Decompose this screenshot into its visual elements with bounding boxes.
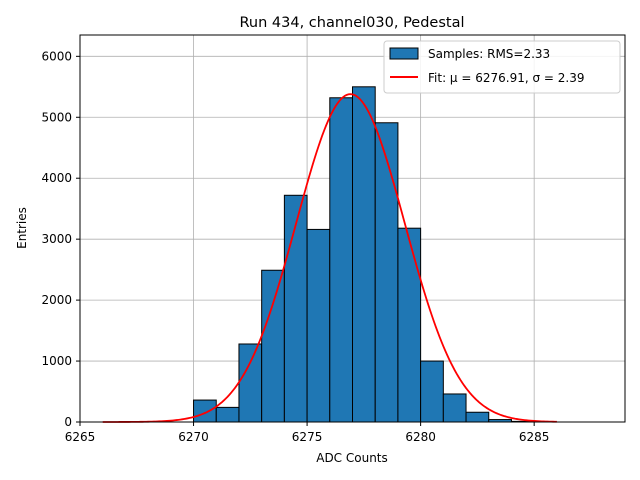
- x-axis-label: ADC Counts: [316, 451, 388, 465]
- y-tick-label: 5000: [41, 110, 72, 124]
- histogram-bar: [306, 228, 331, 423]
- histogram-bar: [420, 360, 444, 423]
- y-tick-label: 0: [64, 415, 72, 429]
- histogram-bar: [329, 97, 353, 423]
- histogram-bar: [465, 411, 490, 423]
- legend-label-samples: Samples: RMS=2.33: [428, 47, 550, 61]
- chart-title: Run 434, channel030, Pedestal: [239, 15, 464, 31]
- y-tick-label: 4000: [41, 171, 72, 185]
- x-tick-label: 6270: [178, 430, 209, 444]
- legend-swatch-samples: [389, 47, 419, 60]
- legend-label-fit: Fit: μ = 6276.91, σ = 2.39: [428, 71, 585, 85]
- fit-curve-layer: [102, 93, 557, 423]
- y-tick-label: 2000: [41, 293, 72, 307]
- histogram-bar: [283, 194, 308, 423]
- x-tick-label: 6275: [292, 430, 323, 444]
- histogram-bar: [352, 86, 376, 423]
- plot-frame: [79, 34, 626, 423]
- y-tick-label: 6000: [41, 49, 72, 63]
- histogram-bar: [374, 122, 399, 423]
- fit-curve: [102, 93, 557, 423]
- x-axis-ticks: 6265 6270 6275 6280 6285: [65, 422, 550, 444]
- x-tick-label: 6285: [519, 430, 550, 444]
- legend: Samples: RMS=2.33 Fit: μ = 6276.91, σ = …: [383, 40, 621, 94]
- y-axis-label: Entries: [15, 207, 29, 249]
- legend-box: [383, 40, 621, 94]
- histogram-bar: [215, 406, 240, 423]
- histogram-bar: [397, 227, 422, 423]
- y-tick-label: 3000: [41, 232, 72, 246]
- histogram-bar: [238, 343, 263, 423]
- histogram-bar: [442, 393, 467, 423]
- histogram-bar: [193, 399, 217, 423]
- y-axis-ticks: 0 1000 2000 3000 4000 5000 6000: [41, 49, 80, 429]
- y-tick-label: 1000: [41, 354, 72, 368]
- x-tick-label: 6280: [405, 430, 436, 444]
- x-tick-label: 6265: [65, 430, 96, 444]
- histogram-bar: [261, 269, 285, 423]
